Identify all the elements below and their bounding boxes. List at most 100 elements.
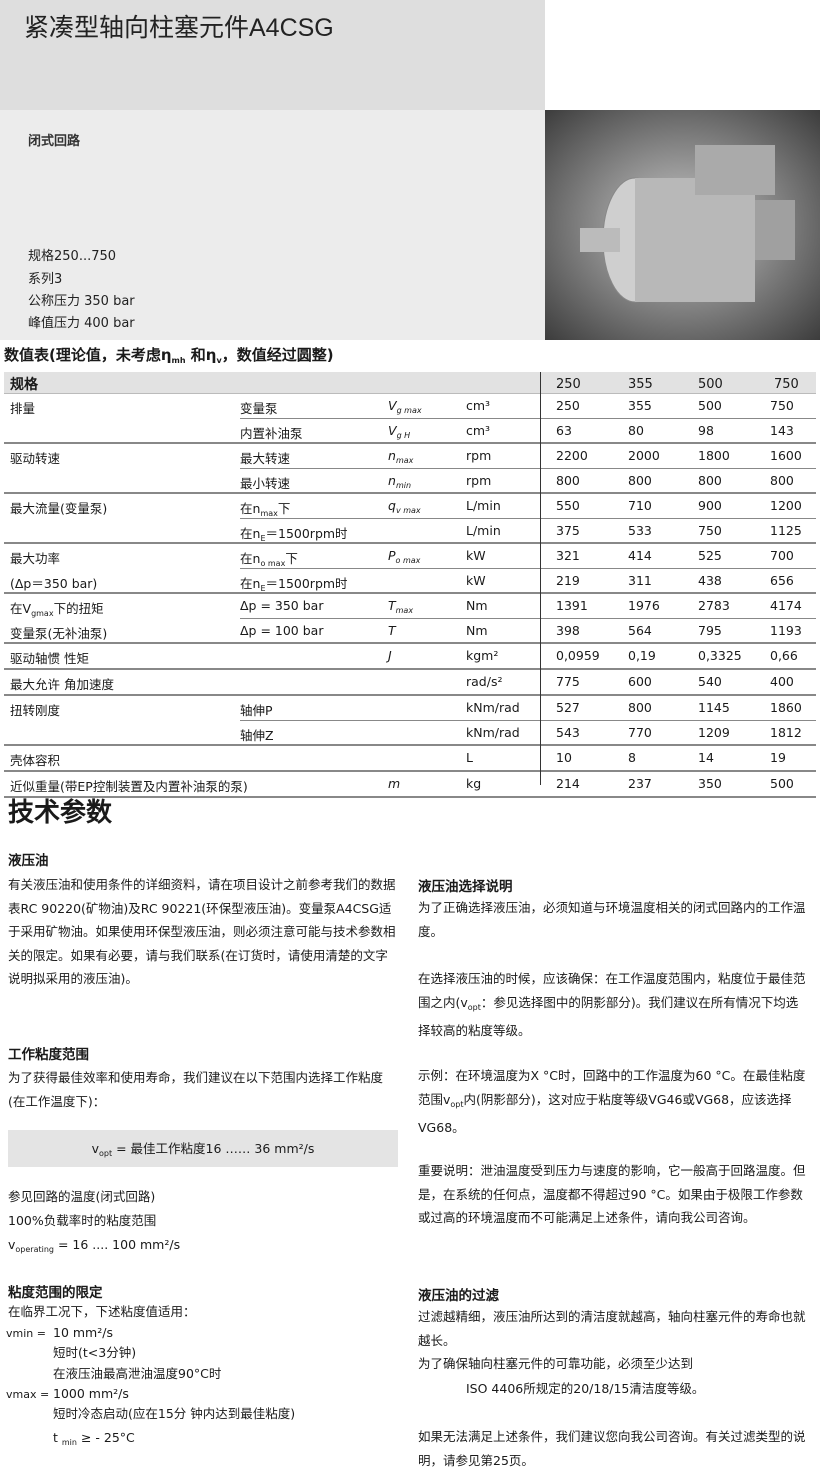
symbol: Tmax — [388, 598, 414, 615]
row-sublabel: Δp = 100 bar — [240, 623, 324, 638]
table-row: 在nE＝1500rpm时 L/min 375 533 750 1125 — [240, 518, 816, 543]
value-cell: 800 — [556, 473, 580, 488]
unit: kgm² — [466, 648, 499, 663]
pump-image — [580, 145, 795, 303]
row-label: 排量 — [10, 401, 36, 416]
value-cell: 237 — [628, 776, 652, 791]
value-cell: 63 — [556, 423, 572, 438]
table-row: 变量泵(无补油泵) Δp = 100 bar T Nm 398 564 795 1193 — [10, 618, 816, 642]
value-cell: 2200 — [556, 448, 588, 463]
value-cell: 4174 — [770, 598, 802, 613]
value-cell: 564 — [628, 623, 652, 638]
value-cell: 800 — [698, 473, 722, 488]
limit-heading: 粘度范围的限定 — [8, 1285, 103, 1301]
table-row: 排量 变量泵 Vg max cm³ 250 355 500 750 — [4, 394, 816, 418]
unit: Nm — [466, 598, 488, 613]
table-group: 扭转刚度 轴伸P kNm/rad 527 800 1145 1860 轴伸Z kNm/rad 54… — [4, 696, 816, 746]
value-cell: 1860 — [770, 700, 802, 715]
value-cell: 540 — [698, 674, 722, 689]
value-cell: 0,3325 — [698, 648, 742, 663]
table-group: 近似重量(带EP控制装置及内置补油泵的泵) m kg 214 237 350 500 — [4, 772, 816, 798]
unit: rpm — [466, 473, 492, 488]
table-group: 最大允许 角加速度 rad/s² 775 600 540 400 — [4, 670, 816, 696]
size-col: 355 — [628, 377, 653, 392]
row-sublabel: 在nmax下 — [240, 501, 291, 518]
table-row: 在Vgmax下的扭矩 Δp = 350 bar Tmax Nm 1391 1976 2783… — [4, 594, 816, 618]
unit: kNm/rad — [466, 700, 520, 715]
value-cell: 1391 — [556, 598, 588, 613]
value-cell: 0,0959 — [556, 648, 600, 663]
vmin-note: 在液压油最高泄油温度90°C时 — [53, 1366, 222, 1381]
value-cell: 2783 — [698, 598, 730, 613]
header-band — [0, 0, 545, 110]
selection-text: 在选择液压油的时候，应该确保：在工作温度范围内，粘度位于最佳范围之内(vopt：… — [418, 971, 806, 1038]
value-cell: 98 — [698, 423, 714, 438]
value-cell: 398 — [556, 623, 580, 638]
table-group: 在Vgmax下的扭矩 Δp = 350 bar Tmax Nm 1391 1976 2783… — [4, 594, 816, 644]
symbol: Po max — [388, 548, 421, 565]
header-info-band — [0, 110, 545, 340]
value-cell: 700 — [770, 548, 794, 563]
row-sublabel: 在nE＝1500rpm时 — [240, 576, 348, 593]
value-cell: 321 — [556, 548, 580, 563]
value-cell: 1145 — [698, 700, 730, 715]
symbol: Vg max — [388, 398, 422, 415]
value-cell: 350 — [698, 776, 722, 791]
symbol: T — [388, 623, 396, 638]
value-cell: 10 — [556, 750, 572, 765]
vmin-value: 10 mm²/s — [53, 1325, 113, 1340]
value-cell: 1125 — [770, 523, 802, 538]
unit: L — [466, 750, 473, 765]
table-row: 近似重量(带EP控制装置及内置补油泵的泵) m kg 214 237 350 500 — [4, 772, 816, 796]
value-cell: 525 — [698, 548, 722, 563]
value-cell: 250 — [556, 398, 580, 413]
value-cell: 311 — [628, 573, 652, 588]
value-cell: 550 — [556, 498, 580, 513]
value-cell: 800 — [628, 473, 652, 488]
table-row: 最大功率 在no max下 Po max kW 321 414 525 700 — [4, 544, 816, 568]
oil-text: 有关液压油和使用条件的详细资料，请在项目设计之前参考我们的数据表RC 90220… — [8, 877, 396, 986]
value-cell: 1600 — [770, 448, 802, 463]
important-note: 重要说明：泄油温度受到压力与速度的影响，它一般高于回路温度。但是，在系统的任何点… — [418, 1163, 806, 1225]
table-row: 驱动转速 最大转速 nmax rpm 2200 2000 1800 1600 — [4, 444, 816, 468]
spec-size: 规格250...750 — [28, 249, 117, 264]
size-col: 500 — [698, 377, 723, 392]
spec-peak-pressure: 峰值压力 400 bar — [28, 316, 135, 331]
tmin: t min ≥ - 25°C — [53, 1430, 135, 1447]
optimal-viscosity-box: vopt = 最佳工作粘度16 …… 36 mm²/s — [8, 1130, 398, 1167]
value-cell: 375 — [556, 523, 580, 538]
value-cell: 1200 — [770, 498, 802, 513]
value-cell: 775 — [556, 674, 580, 689]
table-row: 扭转刚度 轴伸P kNm/rad 527 800 1145 1860 — [4, 696, 816, 720]
ref-text: 100%负载率时的粘度范围 — [8, 1213, 157, 1228]
table-header: 规格 250 355 500 750 — [4, 372, 816, 394]
table-group: 最大流量(变量泵) 在nmax下 qv max L/min 550 710 900 1200 在… — [4, 494, 816, 544]
value-cell: 14 — [698, 750, 714, 765]
row-label: (Δp＝350 bar) — [10, 576, 98, 591]
value-cell: 414 — [628, 548, 652, 563]
subtitle: 闭式回路 — [28, 134, 81, 149]
row-label: 驱动轴惯 性矩 — [10, 651, 89, 666]
value-cell: 600 — [628, 674, 652, 689]
row-label: 最大功率 — [10, 551, 61, 566]
value-cell: 795 — [698, 623, 722, 638]
value-cell: 1976 — [628, 598, 660, 613]
unit: kNm/rad — [466, 725, 520, 740]
size-col: 250 — [556, 377, 581, 392]
row-label: 壳体容积 — [10, 753, 61, 768]
row-label: 驱动转速 — [10, 451, 61, 466]
table-row: 壳体容积 L 10 8 14 19 — [4, 746, 816, 770]
size-col: 750 — [774, 377, 799, 392]
table-row: 轴伸Z kNm/rad 543 770 1209 1812 — [240, 720, 816, 744]
table-row: 最小转速 nmin rpm 800 800 800 800 — [240, 468, 816, 492]
symbol: J — [388, 648, 392, 663]
row-label: 最大允许 角加速度 — [10, 677, 114, 692]
limit-intro: 在临界工况下，下述粘度值适用： — [8, 1304, 196, 1319]
value-cell: 355 — [628, 398, 652, 413]
oil-heading: 液压油 — [8, 853, 49, 869]
row-label: 变量泵(无补油泵) — [10, 626, 108, 641]
symbol: Vg H — [388, 423, 411, 440]
unit: kW — [466, 548, 486, 563]
table-row: (Δp＝350 bar) 在nE＝1500rpm时 kW 219 311 438 656 — [10, 568, 816, 593]
